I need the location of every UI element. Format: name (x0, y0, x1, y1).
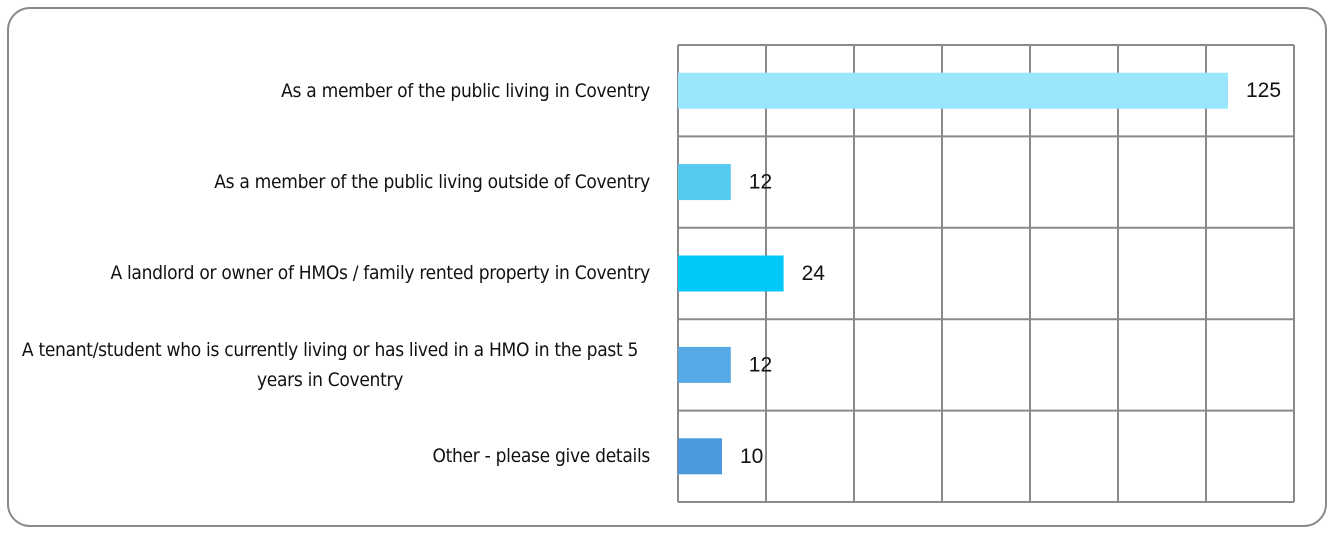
card-border (7, 7, 1327, 527)
bar (678, 72, 1228, 109)
value-label: 10 (740, 445, 763, 468)
category-label: As a member of the public living in Cove… (10, 45, 650, 136)
category-text: A tenant/student who is currently living… (21, 338, 639, 391)
category-text: As a member of the public living outside… (214, 171, 650, 194)
bar (678, 255, 784, 292)
bar (678, 346, 731, 383)
category-text: Other - please give details (432, 445, 650, 468)
bar (678, 164, 731, 201)
bar (678, 438, 722, 475)
value-label: 12 (749, 171, 772, 194)
value-label: 12 (749, 353, 772, 376)
category-label: A landlord or owner of HMOs / family ren… (10, 228, 650, 319)
value-label: 24 (802, 262, 826, 285)
category-label: As a member of the public living outside… (10, 136, 650, 227)
category-text: As a member of the public living in Cove… (281, 79, 650, 102)
category-text: A landlord or owner of HMOs / family ren… (110, 262, 650, 285)
category-label: Other - please give details (10, 411, 650, 502)
category-label: A tenant/student who is currently living… (10, 319, 650, 410)
value-label: 125 (1246, 79, 1281, 102)
